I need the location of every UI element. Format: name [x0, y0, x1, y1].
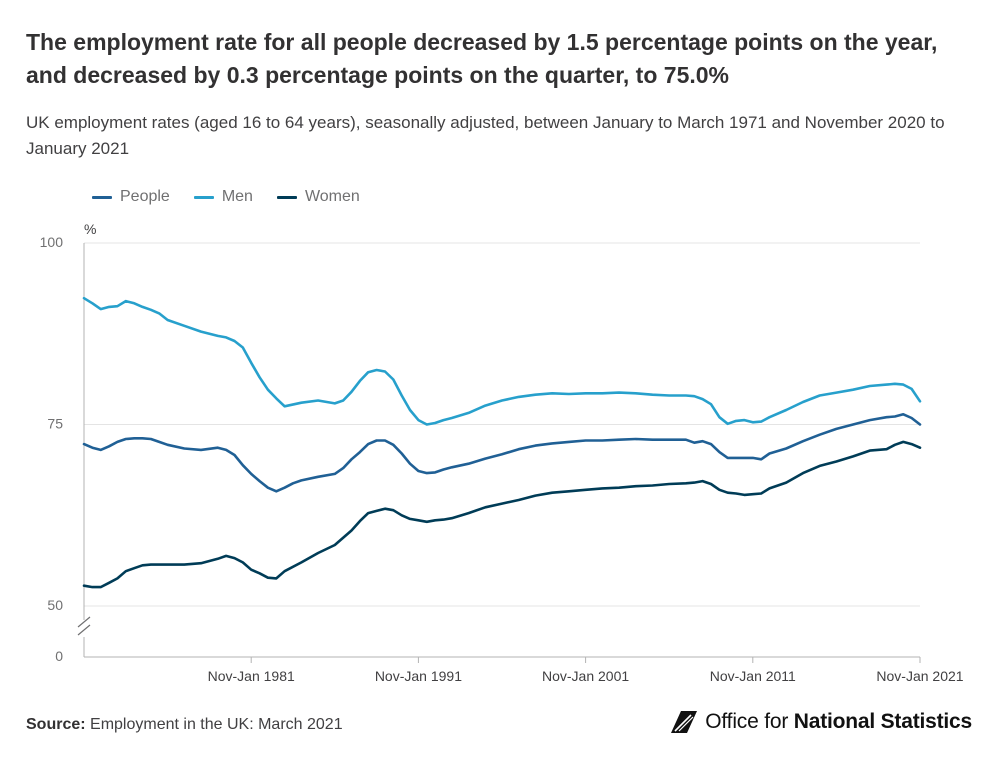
- ons-logo-bold: National Statistics: [793, 710, 972, 733]
- series-line-women: [82, 440, 922, 589]
- source-note: Source: Employment in the UK: March 2021: [26, 716, 343, 734]
- axis-break-mark: [77, 616, 91, 628]
- chart-subtitle: UK employment rates (aged 16 to 64 years…: [26, 113, 945, 158]
- axis-break-mark: [77, 624, 91, 636]
- ons-logo-icon: [671, 711, 698, 733]
- source-label: Source:: [26, 716, 86, 733]
- legend-swatch-men: [193, 195, 214, 199]
- chart-title: The employment rate for all people decre…: [26, 29, 938, 88]
- x-tick-label: Nov-Jan 2011: [710, 668, 796, 684]
- line-chart: % 0 50 75 100 Nov-Jan 1981 Nov-Jan 1991 Nov-Jan…: [40, 221, 964, 684]
- legend-label-women: Women: [304, 188, 360, 205]
- legend-label-men: Men: [221, 188, 253, 205]
- legend-item-men: Men: [193, 188, 253, 206]
- x-tick-label: Nov-Jan 1981: [208, 668, 295, 684]
- legend-item-women: Women: [276, 188, 360, 206]
- series-line-people: [82, 413, 922, 493]
- y-tick-label: 50: [47, 597, 63, 613]
- legend-swatch-people: [92, 195, 112, 199]
- legend-item-people: People: [92, 188, 170, 206]
- ons-logo-prefix: Office for: [705, 710, 789, 733]
- y-tick-label: 75: [47, 416, 63, 432]
- x-tick-label: Nov-Jan 2021: [876, 668, 963, 684]
- series-line-men: [82, 296, 922, 426]
- ons-logo[interactable]: Office for National Statistics: [669, 709, 972, 735]
- legend-label-people: People: [120, 188, 170, 205]
- y-tick-label: 0: [55, 648, 63, 664]
- x-tick-label: Nov-Jan 1991: [375, 668, 462, 684]
- chart-legend: People Men Women: [92, 188, 360, 206]
- y-axis-unit-label: %: [84, 221, 96, 237]
- y-tick-label: 100: [40, 234, 64, 250]
- x-tick-label: Nov-Jan 2001: [542, 668, 629, 684]
- source-text: Employment in the UK: March 2021: [90, 716, 343, 733]
- legend-swatch-women: [276, 195, 297, 199]
